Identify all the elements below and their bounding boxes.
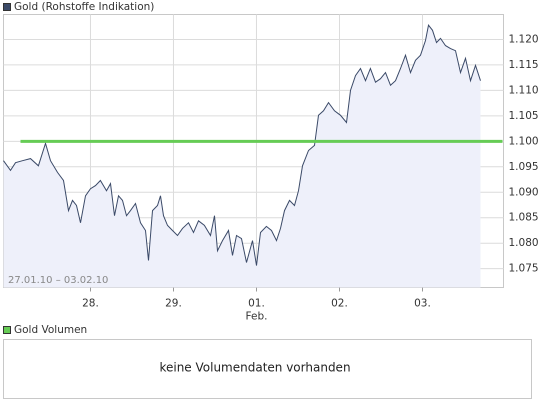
- y-tick-label: 1.115: [509, 59, 539, 71]
- volume-legend-label: Gold Volumen: [14, 324, 87, 336]
- legend-swatch: [3, 326, 11, 334]
- y-tick-label: 1.090: [509, 186, 539, 198]
- date-range: 27.01.10 – 03.02.10: [8, 275, 108, 286]
- y-tick-label: 1.105: [509, 110, 539, 122]
- month-label: Feb.: [246, 311, 268, 323]
- y-tick-label: 1.085: [509, 212, 539, 224]
- x-tick-label: 29.: [165, 298, 182, 310]
- price-line: [3, 24, 481, 266]
- y-tick-label: 1.075: [509, 263, 539, 275]
- y-tick-label: 1.095: [509, 161, 539, 173]
- x-tick-label: 03.: [414, 298, 431, 310]
- y-tick-label: 1.110: [509, 84, 539, 96]
- legend-label: Gold (Rohstoffe Indikation): [14, 1, 154, 13]
- x-tick-label: 02.: [331, 298, 348, 310]
- x-tick-label: 01.: [248, 298, 265, 310]
- y-tick-label: 1.120: [509, 33, 539, 45]
- y-tick-label: 1.100: [509, 135, 539, 147]
- legend-swatch: [3, 3, 11, 11]
- volume-message: keine Volumendaten vorhanden: [159, 361, 350, 375]
- x-tick-label: 28.: [82, 298, 99, 310]
- volume-frame: [3, 339, 532, 399]
- y-tick-label: 1.080: [509, 237, 539, 249]
- area: [3, 25, 481, 288]
